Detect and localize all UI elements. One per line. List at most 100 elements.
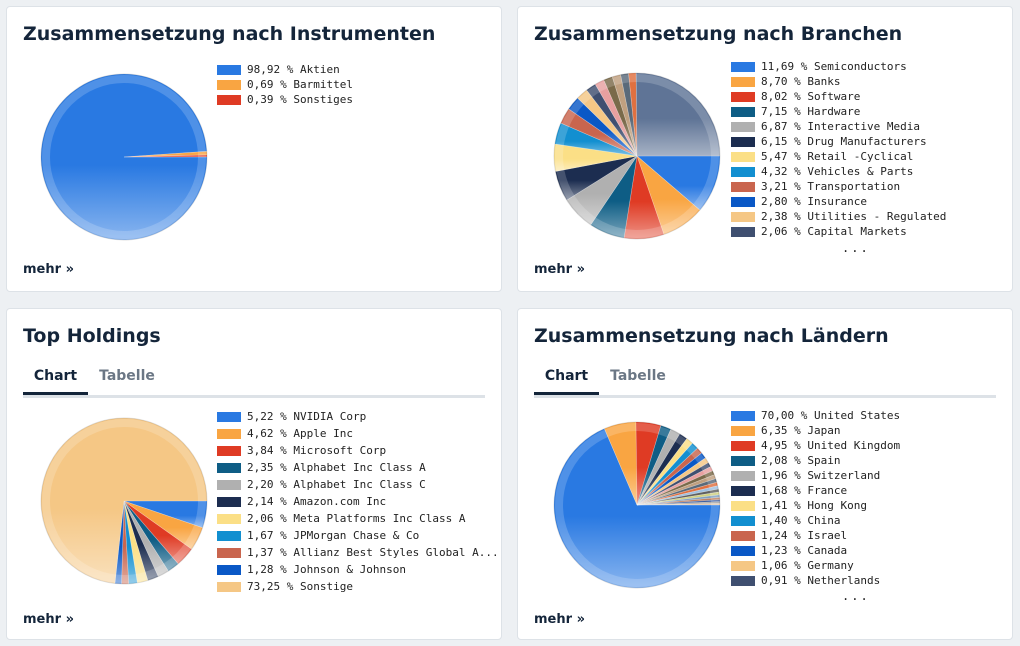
pie-slice-semiconductors [636, 155, 721, 211]
pie-slice-other-17 [636, 485, 719, 506]
pie-slice-johnson-johnson [114, 500, 125, 585]
double-chevron-right-icon: » [576, 262, 585, 277]
legend-label: 73,25 % Sonstige [247, 580, 353, 593]
pie-chart-branchen [553, 72, 721, 240]
legend-item: 6,15 % Drug Manufacturers [731, 134, 946, 149]
tab-tabelle[interactable]: Tabelle [99, 368, 155, 384]
pie-slice-drug-manufacturers [555, 155, 638, 201]
more-label: mehr [534, 612, 573, 627]
legend-label: 1,23 % Canada [761, 544, 848, 557]
pie-slice-other-16 [628, 72, 638, 157]
legend-item: 1,96 % Switzerland [731, 468, 900, 483]
pie-slice-alphabet-inc-class-a [123, 500, 179, 572]
pie-slice-hong-kong [636, 438, 693, 506]
legend-branchen: 11,69 % Semiconductors 8,70 % Banks 8,02 %… [731, 59, 946, 239]
legend-item: 2,08 % Spain [731, 453, 900, 468]
double-chevron-right-icon: » [65, 612, 74, 627]
legend-label: 3,84 % Microsoft Corp [247, 444, 387, 457]
legend-item: 0,91 % Netherlands [731, 573, 900, 588]
pie-slice-interactive-media [566, 155, 638, 226]
legend-swatch [731, 440, 755, 451]
legend-item: 2,14 % Amazon.com Inc [217, 493, 499, 510]
pie-slice-other-18 [636, 488, 720, 506]
pie-slice-barmittel [123, 151, 208, 158]
legend-label: 1,40 % China [761, 514, 841, 527]
more-link[interactable]: mehr » [23, 262, 74, 277]
legend-swatch [731, 500, 755, 511]
legend-label: 6,87 % Interactive Media [761, 120, 920, 133]
tab-chart[interactable]: Chart [23, 367, 88, 395]
legend-label: 1,41 % Hong Kong [761, 499, 867, 512]
legend-label: 0,39 % Sonstiges [247, 93, 353, 106]
legend-label: 2,06 % Meta Platforms Inc Class A [247, 512, 466, 525]
legend-item: 2,06 % Capital Markets [731, 224, 946, 239]
more-link[interactable]: mehr » [534, 262, 585, 277]
legend-label: 1,24 % Israel [761, 529, 848, 542]
pie-slice-amazon-com-inc [123, 500, 159, 581]
pie-slice-aktien [40, 73, 208, 241]
legend-item: 3,84 % Microsoft Corp [217, 442, 499, 459]
pie-sheen [555, 423, 719, 587]
pie-chart-laender [553, 421, 721, 589]
legend-label: 5,47 % Retail -Cyclical [761, 150, 914, 163]
legend-swatch [731, 196, 755, 207]
pie-sheen [42, 419, 206, 583]
more-link[interactable]: mehr » [534, 612, 585, 627]
card-instruments: Zusammensetzung nach Instrumenten 98,92 … [6, 6, 502, 292]
pie-slice-france [636, 433, 688, 506]
card-title: Zusammensetzung nach Instrumenten [23, 23, 436, 45]
pie-slice-other-15 [636, 478, 718, 506]
legend-swatch [217, 513, 241, 524]
legend-swatch [731, 575, 755, 586]
legend-swatch [731, 485, 755, 496]
legend-swatch [217, 530, 241, 541]
legend-swatch [731, 470, 755, 481]
double-chevron-right-icon: » [576, 612, 585, 627]
legend-item: 4,95 % United Kingdom [731, 438, 900, 453]
more-link[interactable]: mehr » [23, 612, 74, 627]
legend-instruments: 98,92 % Aktien 0,69 % Barmittel 0,39 % Son… [217, 62, 353, 107]
legend-swatch [731, 106, 755, 117]
legend-swatch [731, 515, 755, 526]
tab-tabelle[interactable]: Tabelle [610, 368, 666, 384]
legend-label: 98,92 % Aktien [247, 63, 340, 76]
legend-swatch [731, 76, 755, 87]
legend-label: 2,20 % Alphabet Inc Class C [247, 478, 426, 491]
legend-item: 1,28 % Johnson & Johnson [217, 561, 499, 578]
legend-label: 1,06 % Germany [761, 559, 854, 572]
pie-slice-canada [636, 452, 706, 506]
pie-slice-banks [636, 155, 701, 235]
legend-label: 4,95 % United Kingdom [761, 439, 901, 452]
legend-label: 2,14 % Amazon.com Inc [247, 495, 387, 508]
pie-slice-utilities-regulated [577, 89, 638, 157]
pie-slice-software [623, 155, 665, 240]
pie-slice-jpmorgan-chase-co [123, 500, 138, 585]
legend-swatch [731, 151, 755, 162]
legend-item: 1,24 % Israel [731, 528, 900, 543]
legend-swatch [217, 64, 241, 75]
pie-slice-other-13 [636, 470, 715, 506]
legend-item: 4,32 % Vehicles & Parts [731, 164, 946, 179]
legend-swatch [731, 425, 755, 436]
legend-swatch [731, 410, 755, 421]
legend-label: 1,68 % France [761, 484, 848, 497]
pie-slice-other-12 [636, 466, 714, 506]
card-top-holdings: Top Holdings Chart Tabelle 5,22 % NVIDIA… [6, 308, 502, 640]
pie-slice-other-23 [636, 501, 721, 506]
legend-item: 6,87 % Interactive Media [731, 119, 946, 134]
legend-label: 5,22 % NVIDIA Corp [247, 410, 367, 423]
legend-swatch [731, 211, 755, 222]
pie-slice-other-17 [635, 72, 721, 157]
pie-slice-meta-platforms-inc-class-a [123, 500, 149, 584]
legend-swatch [217, 547, 241, 558]
pie-chart-instruments [40, 73, 208, 241]
card-title: Zusammensetzung nach Branchen [534, 23, 903, 45]
legend-laender: 70,00 % United States 6,35 % Japan 4,95 % … [731, 408, 900, 588]
legend-item: 5,47 % Retail -Cyclical [731, 149, 946, 164]
legend-item: 1,23 % Canada [731, 543, 900, 558]
legend-item: 8,02 % Software [731, 89, 946, 104]
legend-swatch [731, 121, 755, 132]
legend-label: 1,28 % Johnson & Johnson [247, 563, 406, 576]
tab-chart[interactable]: Chart [534, 367, 599, 395]
legend-swatch [731, 530, 755, 541]
